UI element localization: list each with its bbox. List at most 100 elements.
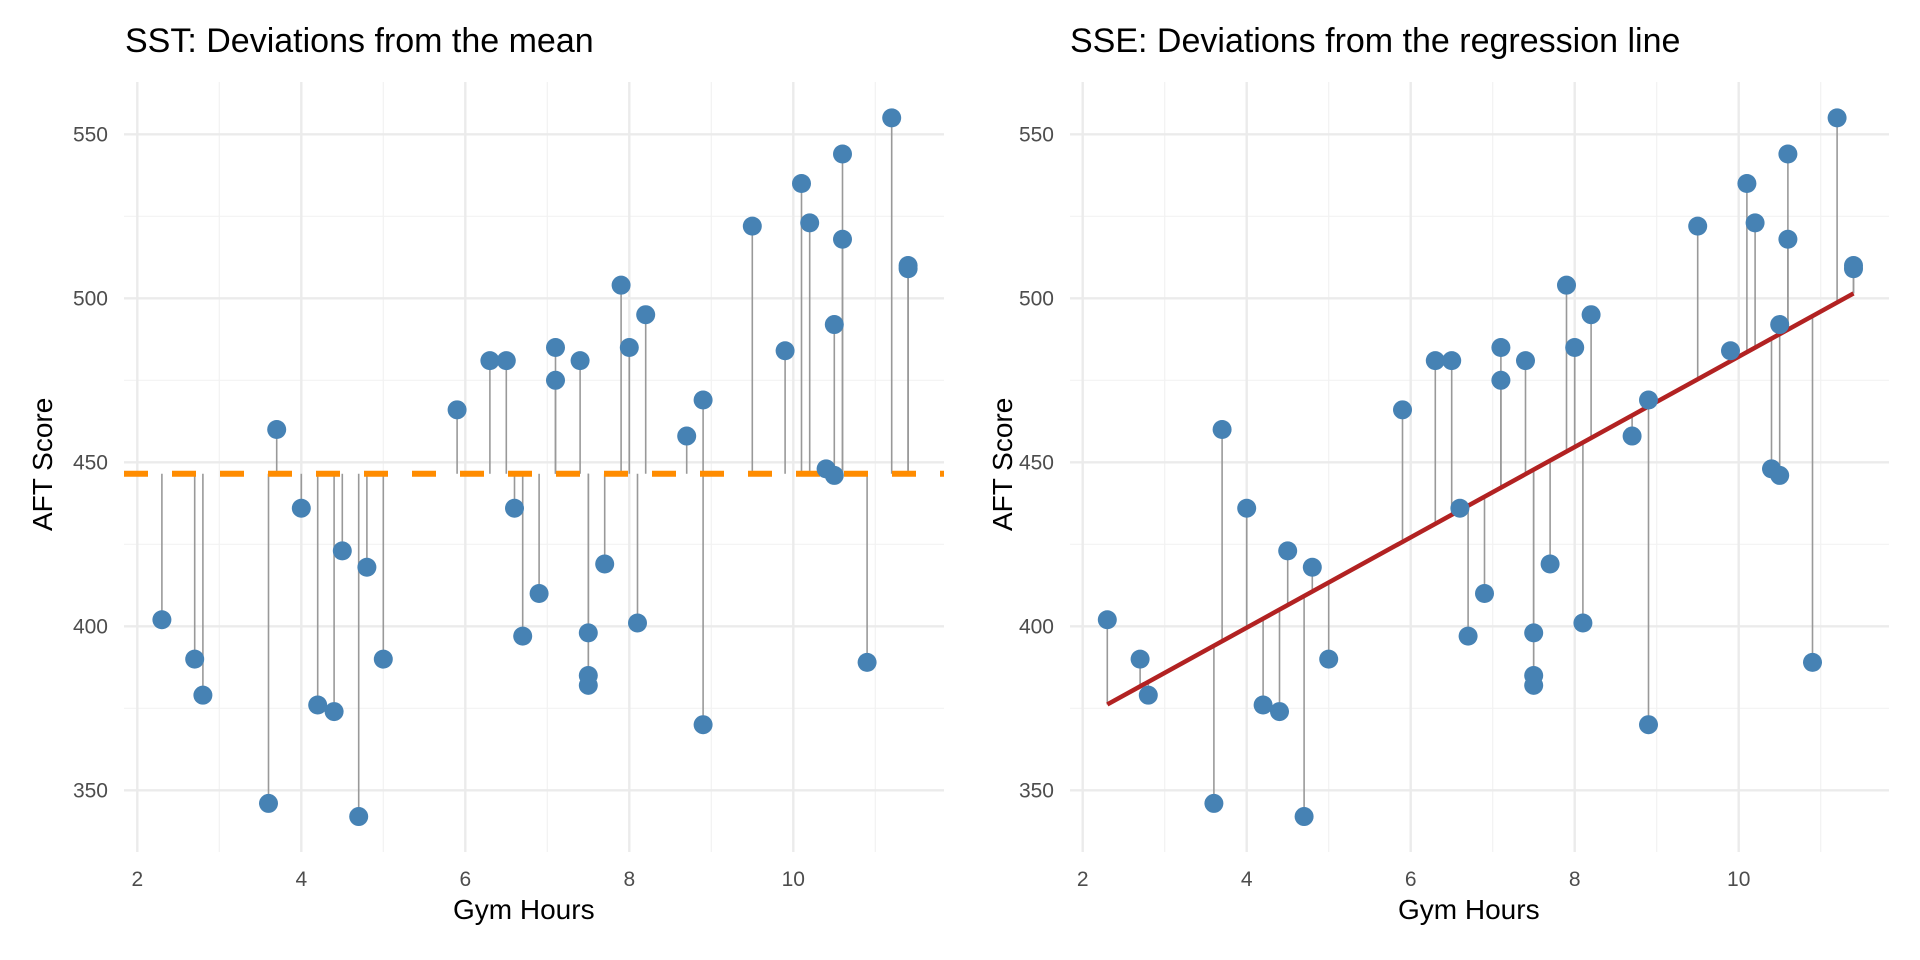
data-point xyxy=(1770,465,1790,485)
data-point xyxy=(1639,390,1658,410)
data-point xyxy=(291,498,311,518)
data-point xyxy=(324,702,344,722)
data-point xyxy=(349,807,369,827)
data-point xyxy=(595,554,615,574)
chart-title: SST: Deviations from the mean xyxy=(125,22,594,60)
data-point xyxy=(1294,807,1314,827)
regression-line xyxy=(1106,291,1855,707)
data-point xyxy=(1212,420,1232,439)
data-point xyxy=(677,426,697,446)
y-tick-label: 500 xyxy=(73,287,108,310)
data-point xyxy=(578,675,598,695)
data-point xyxy=(1319,649,1339,669)
data-point xyxy=(185,649,205,669)
data-point xyxy=(1393,400,1412,420)
data-point xyxy=(332,541,352,561)
data-point xyxy=(1237,498,1257,518)
data-point xyxy=(259,793,278,813)
data-point xyxy=(898,256,918,275)
x-tick-label: 10 xyxy=(1727,868,1750,891)
x-axis-label: Gym Hours xyxy=(453,894,595,925)
data-point xyxy=(1844,256,1863,275)
data-point xyxy=(578,623,598,643)
data-point xyxy=(308,695,328,715)
x-tick-label: 8 xyxy=(623,868,635,891)
data-point xyxy=(152,610,172,630)
data-point xyxy=(1827,108,1847,128)
data-point xyxy=(1516,351,1535,371)
data-point xyxy=(1565,338,1585,357)
data-point xyxy=(529,584,549,603)
data-point xyxy=(1130,649,1150,669)
y-tick-label: 450 xyxy=(1019,451,1054,474)
data-point xyxy=(1770,315,1790,335)
data-point xyxy=(833,229,852,249)
data-point xyxy=(1573,613,1593,633)
y-tick-label: 500 xyxy=(1019,287,1054,310)
data-point xyxy=(1622,426,1642,446)
data-point xyxy=(1524,675,1544,695)
data-point xyxy=(480,351,500,371)
sst-plot: 2 4 6 8 10 350 400 450 500 550 xyxy=(73,82,944,891)
x-tick-label: 10 xyxy=(782,868,805,891)
data-point xyxy=(1204,793,1224,813)
data-point xyxy=(1581,305,1601,325)
data-point xyxy=(496,351,516,371)
data-point xyxy=(636,305,656,325)
data-point xyxy=(1524,623,1544,643)
data-point xyxy=(1688,216,1708,236)
sst-panel: SST: Deviations from the mean AFT Score … xyxy=(27,22,944,925)
data-point xyxy=(1442,351,1462,371)
data-point xyxy=(1425,351,1445,371)
data-point xyxy=(546,338,565,357)
data-point xyxy=(1639,715,1658,735)
data-point xyxy=(1540,554,1560,574)
y-tick-label: 350 xyxy=(73,779,108,802)
data-point xyxy=(1491,370,1511,390)
chart-title: SSE: Deviations from the regression line xyxy=(1070,22,1681,60)
x-tick-label: 6 xyxy=(459,868,471,891)
data-point xyxy=(1450,498,1470,518)
data-point xyxy=(1253,695,1273,715)
x-tick-label: 4 xyxy=(1241,868,1253,891)
data-point xyxy=(447,400,467,420)
data-point xyxy=(373,649,393,669)
y-tick-label: 350 xyxy=(1019,779,1054,802)
data-point xyxy=(824,465,844,485)
data-point xyxy=(1737,174,1757,193)
data-point xyxy=(800,213,820,233)
x-tick-label: 4 xyxy=(295,868,307,891)
y-tick-label: 400 xyxy=(73,615,108,638)
data-point xyxy=(1745,213,1765,233)
data-point xyxy=(824,315,844,335)
data-point xyxy=(505,498,524,518)
x-axis-label: Gym Hours xyxy=(1398,894,1540,925)
data-point xyxy=(628,613,647,633)
data-point xyxy=(775,341,795,361)
data-point xyxy=(1138,685,1158,705)
data-point xyxy=(546,370,565,390)
data-point xyxy=(1721,341,1740,361)
data-point xyxy=(267,420,287,439)
data-point xyxy=(1270,702,1289,722)
data-point xyxy=(833,144,852,164)
data-point xyxy=(1557,275,1576,295)
data-point xyxy=(193,685,213,705)
data-point xyxy=(357,557,377,577)
data-point xyxy=(1458,626,1478,646)
x-tick-label: 2 xyxy=(1077,868,1089,891)
data-point xyxy=(1803,652,1822,672)
x-tick-label: 2 xyxy=(131,868,143,891)
data-point xyxy=(1778,144,1798,164)
data-point xyxy=(1097,610,1117,630)
data-point xyxy=(1778,229,1798,249)
y-tick-label: 450 xyxy=(73,451,108,474)
y-tick-label: 550 xyxy=(1019,123,1054,146)
x-tick-label: 8 xyxy=(1569,868,1581,891)
data-point xyxy=(1278,541,1298,561)
x-tick-label: 6 xyxy=(1405,868,1417,891)
data-point xyxy=(611,275,631,295)
data-point xyxy=(1302,557,1322,577)
sse-plot: 2 4 6 8 10 350 400 450 500 550 xyxy=(1019,82,1889,891)
data-point xyxy=(513,626,533,646)
